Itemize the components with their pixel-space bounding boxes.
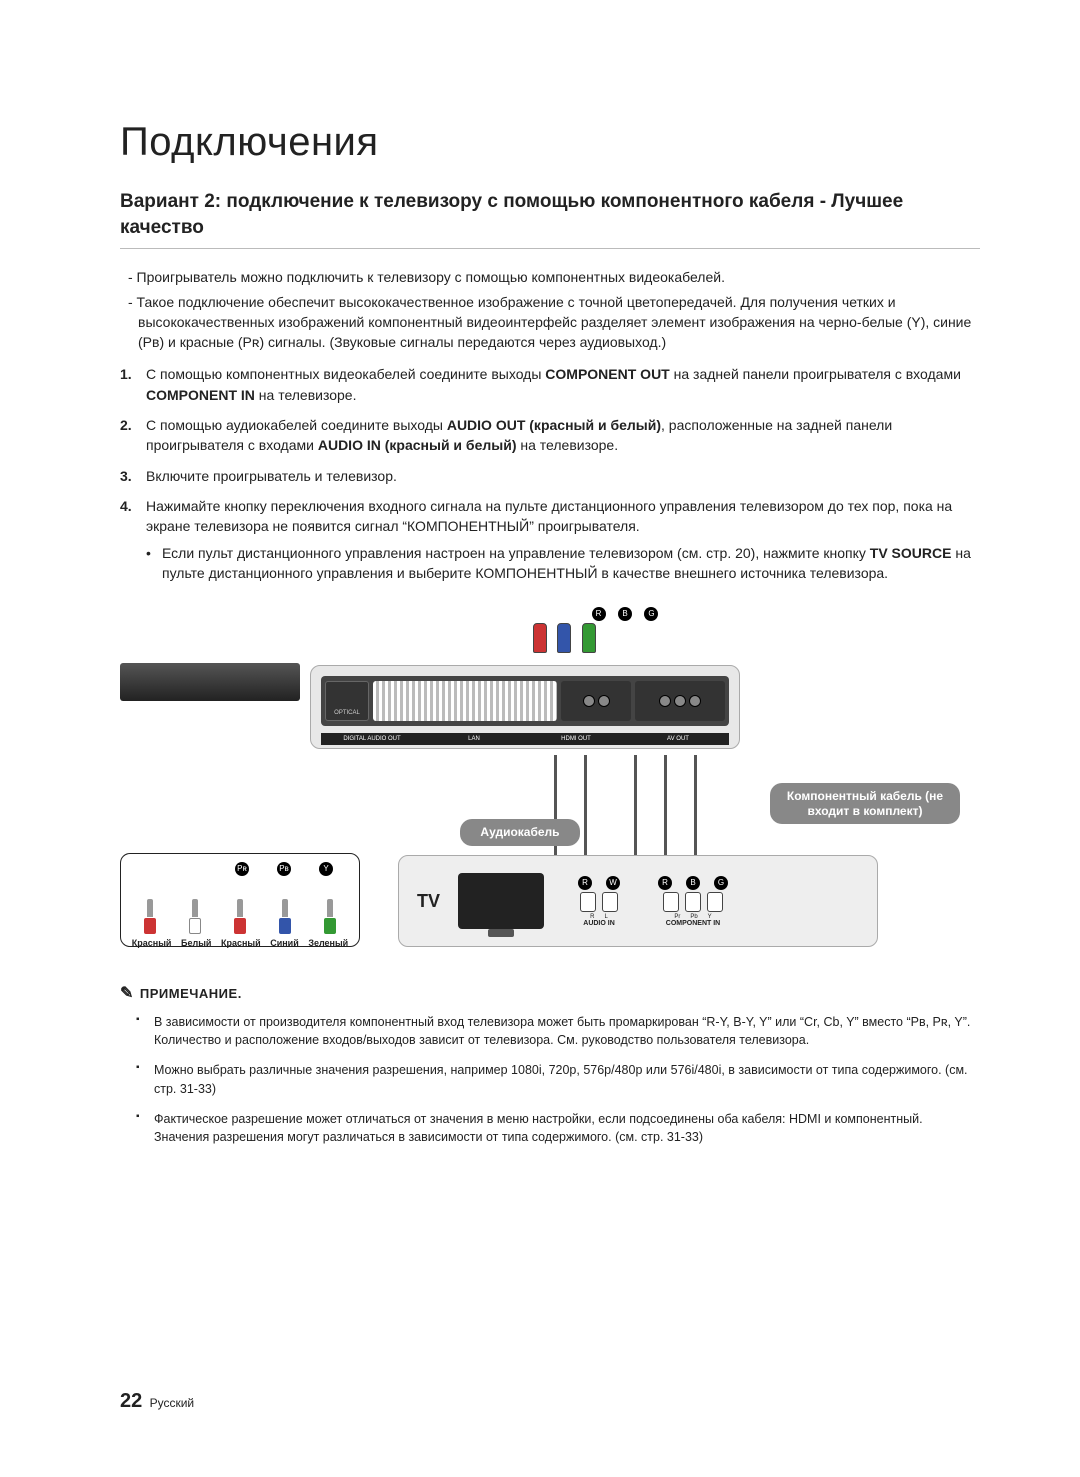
step-text: С помощью аудиокабелей соедините выходы … [146, 415, 980, 456]
cable-dot: G [644, 607, 658, 621]
back-panel: OPTICAL DIGITAL AUDIO OUT LAN HDMI OUT A… [310, 665, 740, 749]
player-device-icon [120, 663, 300, 701]
tv-port-caption: AUDIO IN [574, 920, 624, 927]
cable-end-icon [582, 623, 596, 653]
section-subtitle: Вариант 2: подключение к телевизору с по… [120, 189, 980, 249]
step-text: Нажимайте кнопку переключения входного с… [146, 496, 980, 537]
step-bullet: Если пульт дистанционного управления нас… [146, 543, 980, 584]
steps-list: 1. С помощью компонентных видеокабелей с… [120, 364, 980, 583]
panel-port-label: DIGITAL AUDIO OUT [321, 736, 423, 742]
notes-section: ✎ПРИМЕЧАНИЕ. В зависимости от производит… [120, 983, 980, 1146]
cable-dot: R [658, 876, 672, 890]
jack-icon [234, 899, 246, 934]
component-out-ports-icon [635, 681, 725, 721]
cable-end-icon [557, 623, 571, 653]
connection-diagram: R B G OPTICAL DIGITAL AUDIO OUT [120, 603, 980, 963]
cable-dot: R [592, 607, 606, 621]
tv-audio-in-group: R W RL AUDIO IN [574, 876, 624, 927]
note-icon: ✎ [120, 985, 134, 1002]
vents-icon [373, 681, 557, 721]
intro-line: - Проигрыватель можно подключить к телев… [120, 267, 980, 287]
step-number: 2. [120, 415, 132, 435]
step-text: С помощью компонентных видеокабелей соед… [146, 364, 980, 405]
component-cable-lines [620, 755, 710, 835]
jack-icon [189, 899, 201, 934]
tv-label: TV [417, 891, 440, 912]
page-footer: 22 Русский [120, 1390, 194, 1413]
step-number: 4. [120, 496, 132, 516]
legend-color-label: Белый [181, 938, 211, 948]
intro-block: - Проигрыватель можно подключить к телев… [120, 267, 980, 352]
legend-dot: Pʀ [235, 862, 249, 876]
legend-color-label: Синий [270, 938, 299, 948]
cable-dot: B [686, 876, 700, 890]
cable-end-icon [533, 623, 547, 653]
step-item: 1. С помощью компонентных видеокабелей с… [120, 364, 980, 405]
notes-heading: ✎ПРИМЕЧАНИЕ. [120, 983, 980, 1003]
legend-color-label: Красный [132, 938, 172, 948]
note-item: В зависимости от производителя компонент… [154, 1013, 980, 1049]
step-number: 1. [120, 364, 132, 384]
panel-port-label: AV OUT [627, 736, 729, 742]
cable-dot: R [578, 876, 592, 890]
note-item: Фактическое разрешение может отличаться … [154, 1110, 980, 1146]
step-number: 3. [120, 466, 132, 486]
intro-line: - Такое подключение обеспечит высококаче… [120, 292, 980, 353]
tv-block: TV R W RL AUDIO IN R B G [398, 855, 878, 947]
component-cable-label: Компонентный кабель (не входит в комплек… [770, 783, 960, 824]
legend-dot: Y [319, 862, 333, 876]
top-cable-row: R B G [530, 603, 720, 663]
legend-dot: Pʙ [277, 862, 291, 876]
cable-legend: Pʀ Pʙ Y Красный Белый Красный Синий Зеле… [120, 853, 360, 947]
cable-dot: B [618, 607, 632, 621]
note-item: Можно выбрать различные значения разреше… [154, 1061, 980, 1097]
cable-dot: W [606, 876, 620, 890]
tv-icon [458, 873, 544, 929]
optical-port-icon: OPTICAL [325, 681, 369, 721]
panel-port-label: HDMI OUT [525, 736, 627, 742]
tv-port-caption: COMPONENT IN [654, 920, 732, 927]
jack-icon [144, 899, 156, 934]
page-title: Подключения [120, 120, 980, 165]
step-item: 2. С помощью аудиокабелей соедините выхо… [120, 415, 980, 456]
panel-port-label: LAN [423, 736, 525, 742]
step-item: 4. Нажимайте кнопку переключения входног… [120, 496, 980, 583]
legend-color-label: Зеленый [308, 938, 348, 948]
jack-icon [324, 899, 336, 934]
panel-label-strip: DIGITAL AUDIO OUT LAN HDMI OUT AV OUT [321, 733, 729, 745]
step-item: 3. Включите проигрыватель и телевизор. [120, 466, 980, 486]
tv-component-in-group: R B G PrPbY COMPONENT IN [654, 876, 732, 927]
jack-icon [279, 899, 291, 934]
legend-color-label: Красный [221, 938, 261, 948]
footer-language: Русский [150, 1396, 195, 1410]
step-text: Включите проигрыватель и телевизор. [146, 466, 980, 486]
audio-cable-label: Аудиокабель [460, 819, 580, 845]
cable-dot: G [714, 876, 728, 890]
audio-out-ports-icon [561, 681, 631, 721]
page-number: 22 [120, 1390, 142, 1412]
